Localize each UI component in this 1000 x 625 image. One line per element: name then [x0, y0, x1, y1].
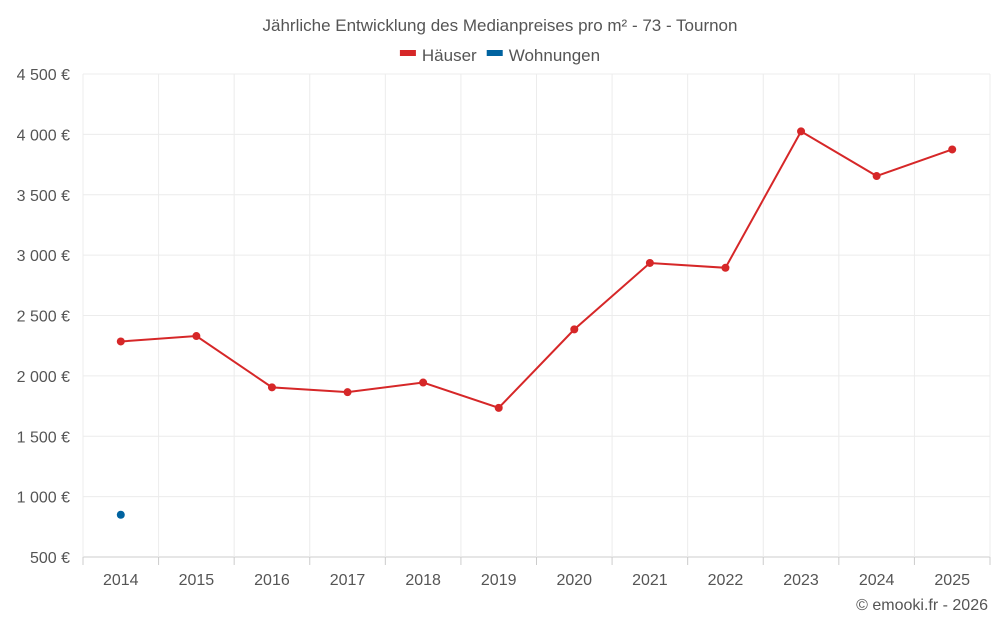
x-tick-label: 2022: [708, 572, 744, 589]
data-point[interactable]: [343, 388, 352, 397]
data-point[interactable]: [570, 325, 579, 334]
y-tick-label: 3 000 €: [17, 248, 70, 265]
data-point[interactable]: [494, 403, 503, 412]
y-tick-label: 4 000 €: [17, 127, 70, 144]
y-tick-label: 2 000 €: [17, 369, 70, 386]
x-tick-label: 2021: [632, 572, 668, 589]
data-point[interactable]: [948, 145, 957, 154]
x-tick-label: 2015: [179, 572, 215, 589]
y-tick-label: 3 500 €: [17, 188, 70, 205]
legend: Häuser Wohnungen: [399, 46, 600, 65]
legend-swatch: [399, 50, 416, 56]
data-point[interactable]: [419, 378, 428, 387]
x-tick-label: 2016: [254, 572, 290, 589]
y-tick-label: 500 €: [30, 550, 70, 567]
x-tick-label: 2018: [405, 572, 441, 589]
credit-text: © emooki.fr - 2026: [856, 597, 988, 614]
legend-label[interactable]: Häuser: [422, 46, 477, 65]
data-point[interactable]: [267, 383, 276, 392]
x-tick-label: 2019: [481, 572, 517, 589]
y-tick-label: 4 500 €: [17, 67, 70, 84]
chart-title: Jährliche Entwicklung des Medianpreises …: [263, 16, 738, 35]
data-point[interactable]: [192, 332, 201, 341]
series-layer: [116, 127, 957, 519]
data-point[interactable]: [116, 510, 125, 519]
legend-swatch: [486, 50, 503, 56]
y-axis-labels: 500 € 1 000 € 1 500 € 2 000 € 2 500 € 3 000 €…: [17, 67, 70, 567]
x-tick-label: 2014: [103, 572, 139, 589]
x-tick-label: 2020: [556, 572, 592, 589]
data-point[interactable]: [645, 258, 654, 267]
x-axis-labels: 2014 2015 2016 2017 2018 2019 2020 2021 2022 2023…: [103, 572, 970, 589]
data-point[interactable]: [116, 337, 125, 346]
y-tick-label: 2 500 €: [17, 309, 70, 326]
legend-label[interactable]: Wohnungen: [509, 46, 600, 65]
x-tick-label: 2025: [934, 572, 970, 589]
data-point[interactable]: [721, 263, 730, 272]
series-line: [120, 129, 953, 410]
y-tick-label: 1 000 €: [17, 490, 70, 507]
data-point[interactable]: [872, 172, 881, 181]
x-gridlines: [82, 74, 991, 565]
x-tick-label: 2024: [859, 572, 895, 589]
y-tick-label: 1 500 €: [17, 429, 70, 446]
x-tick-label: 2017: [330, 572, 366, 589]
x-tick-label: 2023: [783, 572, 819, 589]
data-point[interactable]: [797, 127, 806, 136]
